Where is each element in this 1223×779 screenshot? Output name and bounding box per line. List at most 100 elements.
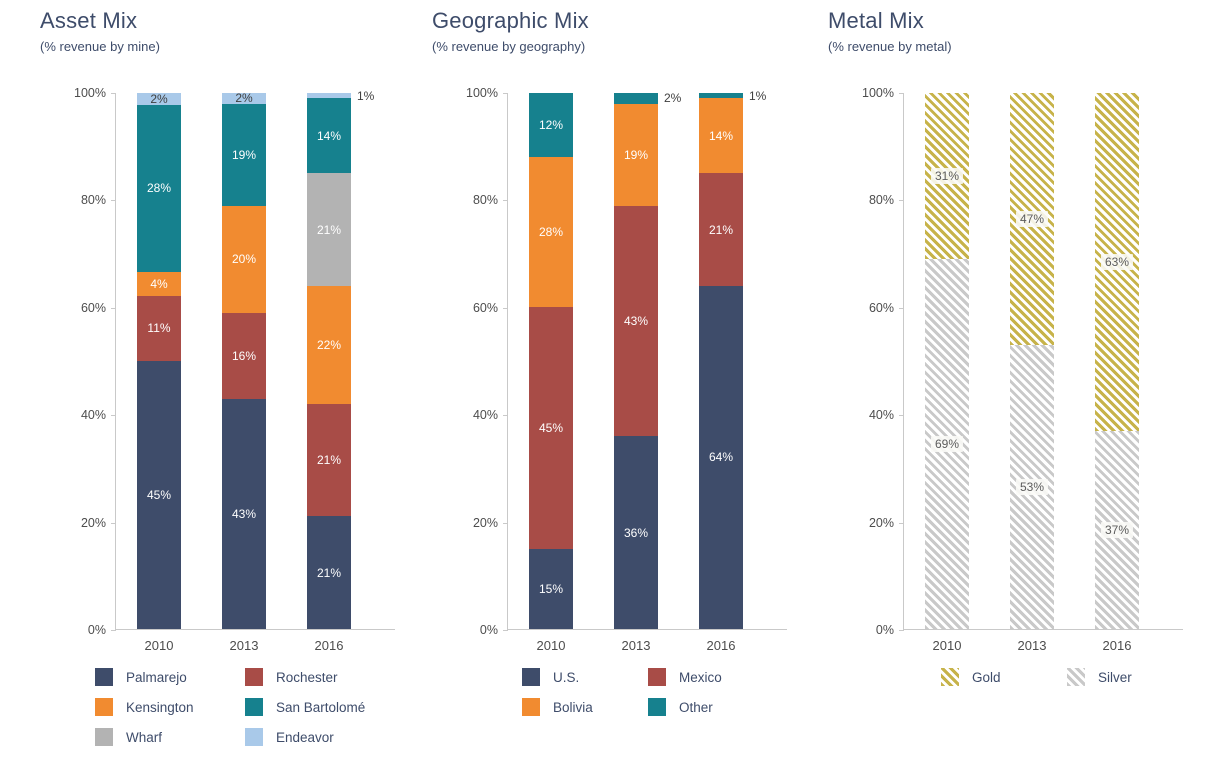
legend-item: Rochester (245, 668, 420, 686)
y-tick-label: 100% (74, 86, 106, 100)
x-category-label: 2016 (706, 638, 736, 653)
legend-label: Kensington (126, 699, 194, 715)
bar-segment: 43% (614, 205, 658, 437)
segment-label-chip: 53% (1015, 478, 1049, 495)
y-tick-label: 100% (862, 86, 894, 100)
legend-swatch (648, 668, 666, 686)
segment-label: 21% (316, 222, 342, 237)
x-category-label: 2013 (229, 638, 259, 653)
legend-item: Endeavor (245, 728, 420, 746)
legend-item: Silver (1067, 668, 1193, 686)
y-axis-tick (111, 93, 116, 94)
bar-segment: 15% (529, 548, 573, 629)
y-tick-label: 0% (875, 623, 894, 637)
segment-label: 21% (316, 453, 342, 468)
bar-segment: 21% (307, 403, 351, 517)
bar-2016: 37% 63% (1095, 93, 1139, 629)
legend-swatch (95, 728, 113, 746)
segment-label: 14% (316, 128, 342, 143)
segment-label: 28% (146, 181, 172, 196)
bar-segment: 4% (137, 271, 181, 296)
bar-segment (307, 93, 351, 99)
segment-label-chip: 31% (930, 168, 964, 185)
y-axis-tick (111, 630, 116, 631)
chart-geographic-mix: Geographic Mix (% revenue by geography) … (432, 8, 822, 773)
segment-label-chip: 37% (1100, 521, 1134, 538)
outside-label: 2% (664, 91, 682, 106)
chart-subtitle: (% revenue by metal) (828, 39, 952, 54)
legend-label: Other (679, 699, 713, 715)
outside-label: 1% (749, 88, 767, 103)
y-tick-label: 0% (479, 623, 498, 637)
legend-item: Gold (941, 668, 1067, 686)
bar-segment: 37% (1095, 430, 1139, 629)
legend: U.S. Mexico Bolivia Other (522, 668, 793, 716)
y-tick-label: 40% (80, 408, 106, 423)
x-category-label: 2013 (621, 638, 651, 653)
segment-label: 16% (231, 348, 257, 363)
x-category-label: 2010 (932, 638, 962, 653)
bar-2016: 64% 21% 14% (699, 93, 743, 629)
y-axis-tick (503, 93, 508, 94)
legend-swatch (941, 668, 959, 686)
bar-segment: 14% (699, 98, 743, 174)
segment-label: 21% (316, 565, 342, 580)
plot-area: 0% 20% 40% 60% 80% 100% 15% 45% 28% 12% 2010 36% 43%… (466, 86, 787, 653)
x-category-label: 2016 (314, 638, 344, 653)
y-axis-tick (111, 200, 116, 202)
bar-segment: 53% (1010, 344, 1054, 629)
legend-label: Bolivia (553, 699, 593, 715)
chart-title: Metal Mix (828, 8, 924, 33)
y-tick-label: 20% (868, 515, 894, 530)
legend-swatch (648, 698, 666, 716)
legend-swatch (1067, 668, 1085, 686)
y-axis-tick (503, 307, 508, 309)
y-tick-label: 0% (87, 623, 106, 637)
legend-swatch (522, 668, 540, 686)
chart-subtitle: (% revenue by geography) (432, 39, 586, 54)
segment-label: 14% (708, 128, 734, 143)
legend-item: U.S. (522, 668, 648, 686)
y-tick-label: 20% (80, 515, 106, 530)
legend-label: Rochester (276, 669, 338, 685)
plot-area: 0% 20% 40% 60% 80% 100% 69% 31% 2010 53% 47% 2013 37… (862, 86, 1183, 653)
bar-2016: 21% 21% 22% 21% 14% (307, 93, 351, 629)
bar-segment: 12% (529, 93, 573, 158)
bar-segment: 2% (137, 92, 181, 106)
y-tick-label: 100% (466, 86, 498, 100)
legend-label: Gold (972, 669, 1001, 685)
legend-item: Other (648, 698, 793, 716)
legend-item: Kensington (95, 698, 245, 716)
y-tick-label: 60% (868, 300, 894, 315)
segment-label: 64% (708, 450, 734, 465)
bar-segment: 47% (1010, 93, 1054, 345)
legend-label: Wharf (126, 729, 163, 745)
segment-label: 11% (147, 321, 171, 336)
legend-item: Wharf (95, 728, 245, 746)
bar-segment: 19% (222, 103, 266, 206)
y-axis-tick (899, 93, 904, 94)
y-axis-tick (899, 522, 904, 524)
y-axis-tick (899, 200, 904, 202)
bar-segment: 22% (307, 285, 351, 404)
plot-area: 0% 20% 40% 60% 80% 100% 45% 11% 4% 28% 2% 2010 43% 16… (74, 86, 395, 653)
segment-label-chip: 69% (930, 436, 964, 453)
bar-segment: 63% (1095, 93, 1139, 431)
legend-swatch (245, 698, 263, 716)
bar-segment: 43% (222, 398, 266, 629)
x-category-label: 2013 (1017, 638, 1047, 653)
y-tick-label: 40% (868, 408, 894, 423)
bar-segment: 14% (307, 98, 351, 174)
bar-segment: 21% (699, 173, 743, 286)
y-tick-label: 80% (868, 193, 894, 208)
bar-2013: 43% 16% 20% 19% 2% (222, 91, 266, 629)
bar-segment (614, 93, 658, 104)
legend-swatch (95, 668, 113, 686)
bar-segment: 20% (222, 205, 266, 313)
y-axis-tick (503, 200, 508, 202)
bar-2013: 36% 43% 19% (614, 93, 658, 629)
bar-2010: 45% 11% 4% 28% 2% (137, 92, 181, 629)
y-axis-tick (503, 522, 508, 524)
segment-label: 43% (623, 313, 649, 328)
bar-segment: 2% (222, 91, 266, 105)
